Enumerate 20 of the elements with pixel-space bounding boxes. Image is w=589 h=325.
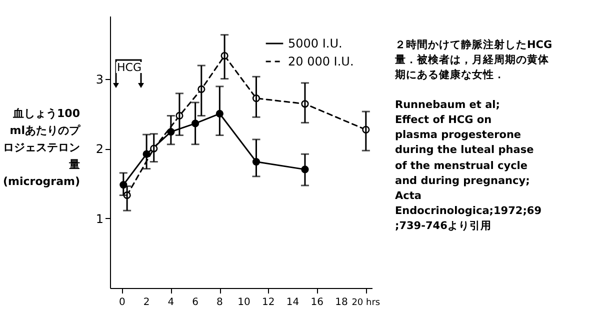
x-tick-label: 10: [238, 297, 250, 308]
legend-label: 5000 I.U.: [288, 36, 342, 50]
y-axis-title: 血しょう100 mlあたりのプロジェステロン量(microgram): [2, 106, 80, 190]
text: ２時間かけて静脈注射したHCG量．被検者は，月経周期の黄体期にある健康な女性．: [395, 38, 554, 84]
x-tick-label: 2: [143, 297, 150, 308]
x-tick-label: 8: [216, 297, 223, 308]
legend-label: 20 000 I.U.: [288, 54, 354, 68]
annotation: HCG: [116, 61, 142, 74]
x-tick-label: 16: [310, 297, 324, 308]
x-tick-label: 4: [168, 297, 174, 308]
x-tick-label: 12: [262, 297, 275, 308]
y-tick-label: 3: [96, 72, 104, 86]
x-tick-label: 18: [335, 297, 348, 308]
x-tick-label: 14: [286, 297, 300, 308]
text: Runnebaum et al; Effect of HCG on plasma progesterone during the luteal phase of the menstrual cycle and during pregnancy; Acta Endocrinologica;1972;69 ;739-746より引用: [395, 98, 542, 232]
x-tick-label: 0: [119, 297, 126, 308]
y-tick-label: 2: [96, 142, 104, 156]
x-tick-label: 20 hrs: [352, 298, 380, 308]
x-tick-label: 6: [192, 297, 198, 308]
y-tick-label: 1: [96, 212, 104, 226]
